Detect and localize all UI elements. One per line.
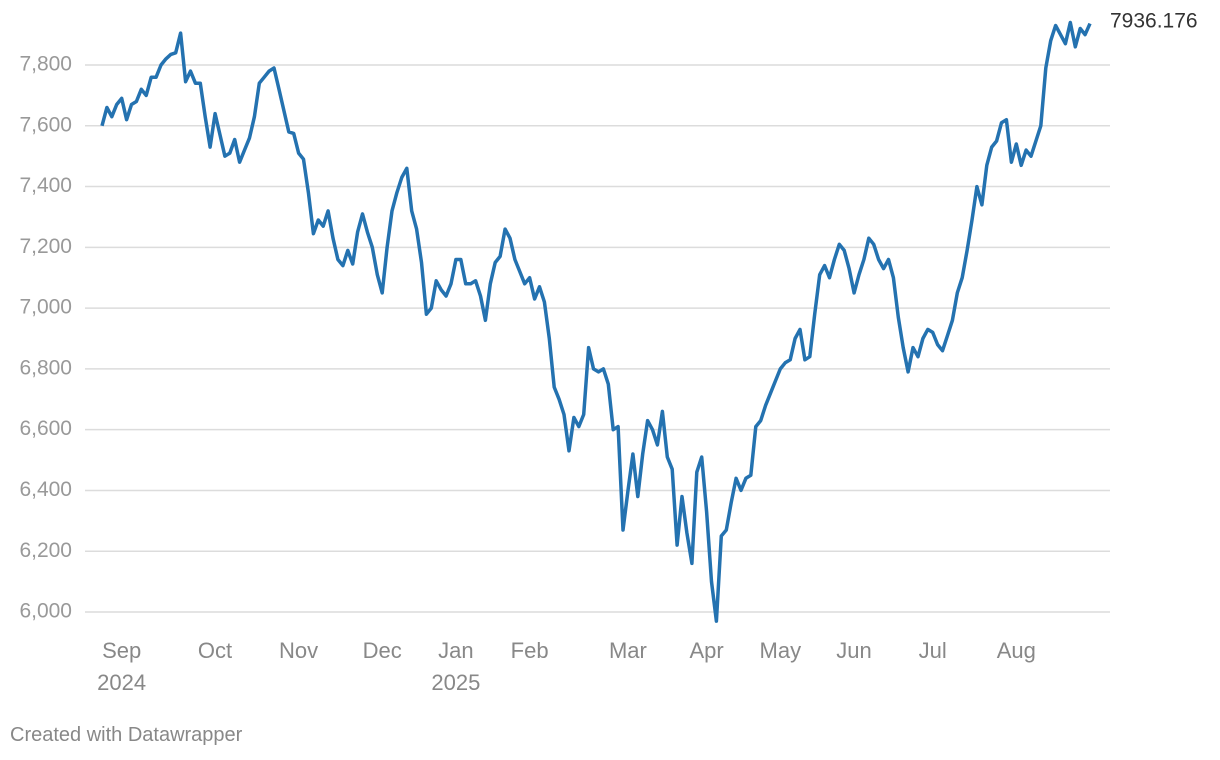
y-tick-label: 6,400	[19, 478, 72, 501]
footer: Created with Datawrapper	[10, 724, 243, 746]
x-tick-label: Apr	[689, 638, 724, 663]
x-tick-label: Mar	[608, 638, 647, 663]
y-tick-label: 6,800	[19, 356, 72, 379]
x-tick-label: Sep 2024	[97, 638, 147, 695]
x-tick-label: Feb	[510, 638, 549, 663]
y-tick-label: 7,200	[19, 235, 72, 258]
y-tick-label: 7,800	[19, 53, 72, 76]
x-tick-label: May	[759, 638, 802, 663]
x-tick-label: Dec	[362, 638, 402, 663]
line	[100, 20, 1092, 623]
y-tick-label: 7,600	[19, 113, 72, 136]
x-tick-label: Jun	[836, 638, 872, 663]
x-tick-label: Oct	[197, 638, 233, 663]
x-tick-label: Jan 2025	[431, 638, 481, 695]
x-tick-label: Aug	[996, 638, 1036, 663]
x-tick-label: Jul	[918, 638, 947, 663]
y-tick-label: 6,000	[19, 600, 72, 623]
y-tick-label: 6,200	[19, 539, 72, 562]
end-value-label: 7936.176	[1110, 10, 1198, 33]
y-tick-label: 7,000	[19, 296, 72, 319]
x-tick-label: Nov	[279, 638, 319, 663]
y-tick-label: 6,600	[19, 417, 72, 440]
y-tick-label: 7,400	[19, 174, 72, 197]
